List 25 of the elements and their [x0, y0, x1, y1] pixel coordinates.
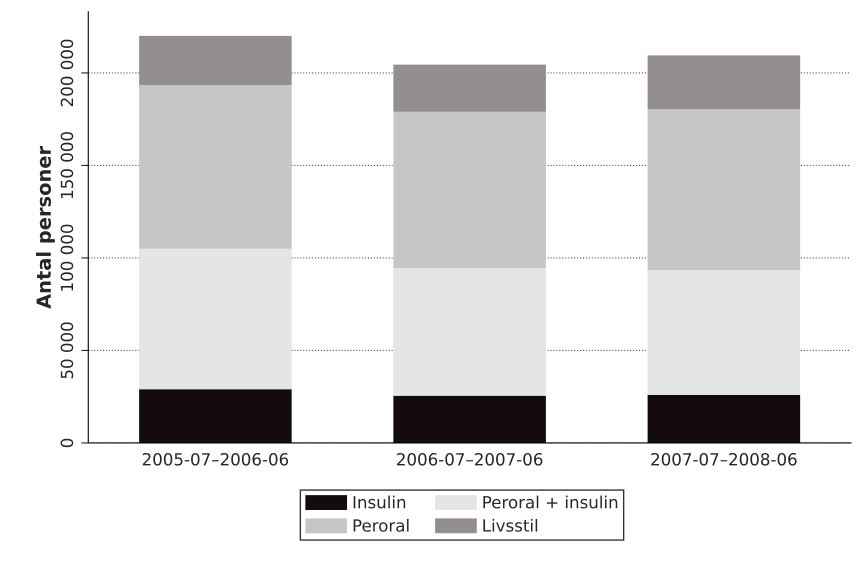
- bar: [393, 396, 546, 443]
- bar: [139, 36, 292, 85]
- bar: [139, 84, 292, 249]
- bar: [648, 394, 800, 443]
- bar: [139, 248, 292, 390]
- legend-label: Insulin: [354, 496, 406, 508]
- x-tick-label: 2007-07–2008-06: [651, 452, 797, 466]
- bar: [139, 389, 292, 443]
- y-tick-label: 100 000: [60, 224, 74, 291]
- bar: [648, 270, 800, 395]
- bar: [648, 55, 800, 109]
- legend-label: Livsstil: [483, 518, 538, 532]
- y-tick-label: 200 000: [60, 40, 74, 106]
- legend-label: Peroral + insulin: [483, 496, 618, 508]
- bar: [393, 64, 546, 112]
- bar: [393, 268, 546, 396]
- legend-label: Peroral: [354, 518, 409, 532]
- x-tick-label: 2006-07–2007-06: [397, 452, 542, 466]
- y-tick-label: 50 000: [60, 322, 74, 378]
- y-axis-title: Antal personer: [36, 146, 55, 309]
- x-tick-label: 2005-07–2006-06: [142, 452, 288, 466]
- y-tick-label: 150 000: [60, 132, 74, 198]
- y-tick-label: 0: [60, 438, 74, 448]
- bar: [393, 112, 546, 268]
- bar: [648, 109, 800, 270]
